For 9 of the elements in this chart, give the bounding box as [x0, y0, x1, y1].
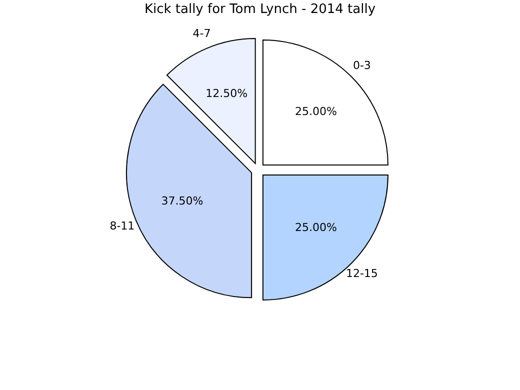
slice-label: 8-11 — [110, 219, 135, 232]
chart-title: Kick tally for Tom Lynch - 2014 tally — [144, 2, 376, 17]
data-label: 12.50% — [206, 87, 248, 100]
data-label: 25.00% — [295, 220, 337, 234]
slice-label: 0-3 — [352, 59, 371, 72]
slice-label: 4-7 — [192, 27, 211, 40]
slice-label: 12-15 — [346, 266, 378, 280]
data-label: 37.50% — [161, 194, 204, 208]
data-label: 25.00% — [295, 105, 337, 118]
